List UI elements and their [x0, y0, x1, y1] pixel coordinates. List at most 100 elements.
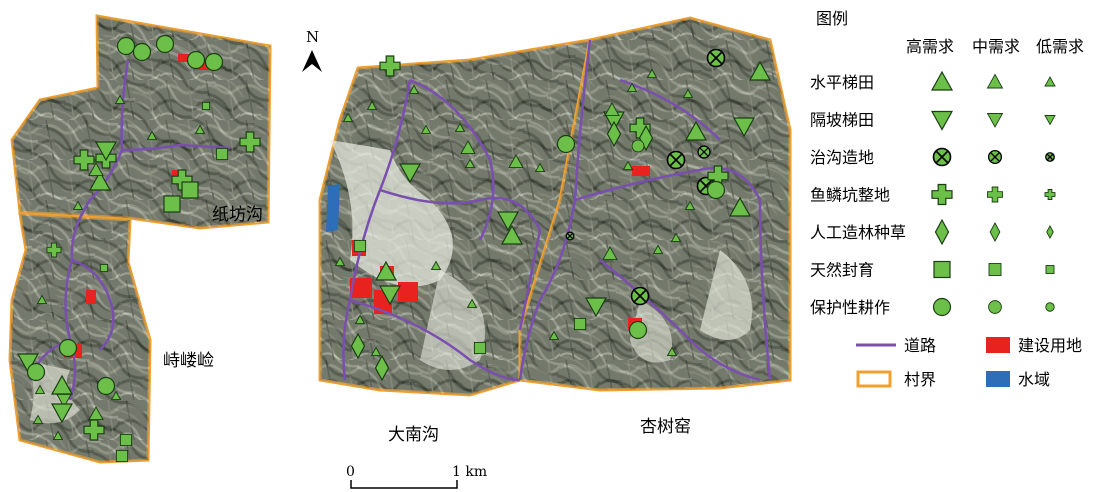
circle-icon	[932, 297, 952, 317]
triangle-down-icon	[584, 297, 608, 318]
triangle-up-icon	[420, 124, 432, 135]
circle-icon	[556, 134, 576, 154]
scale-bar: 0 1 km	[346, 464, 487, 489]
circle-icon	[26, 362, 46, 382]
legend-row: 水平梯田	[810, 70, 1056, 92]
triangle-up-icon	[602, 246, 618, 261]
triangle-up-icon	[408, 84, 420, 95]
circle-icon	[58, 338, 78, 358]
triangle-up-icon	[666, 346, 678, 357]
square-icon	[163, 195, 181, 213]
triangle-up-icon	[342, 112, 354, 123]
triangle-down-icon	[732, 117, 756, 138]
legend-row-label: 天然封育	[810, 261, 874, 280]
north-arrow-icon	[302, 50, 322, 72]
legend-construction: 建设用地	[986, 336, 1082, 355]
diamond-icon	[1046, 225, 1054, 239]
triangle-down-icon	[496, 211, 520, 232]
diamond-icon	[989, 222, 1001, 242]
triangle-up-icon	[466, 298, 478, 309]
diamond-icon	[606, 120, 622, 148]
triangle-up-icon	[110, 390, 122, 401]
triangle-up-icon	[366, 100, 378, 111]
legend-construction-label: 建设用地	[1018, 336, 1082, 355]
triangle-up-icon	[194, 124, 206, 135]
legend-row-label: 保护性耕作	[810, 298, 890, 317]
legend-row-label: 水平梯田	[810, 73, 874, 92]
circle-icon	[706, 180, 726, 200]
legend-row: 隔坡梯田	[810, 110, 1056, 131]
map-region-shilouxian	[8, 212, 152, 464]
scale-zero-label: 0	[346, 464, 355, 480]
legend-water-label: 水域	[1018, 370, 1050, 389]
legend-row-label: 隔坡梯田	[810, 111, 874, 130]
circle-icon	[155, 34, 175, 54]
triangle-up-icon	[646, 68, 658, 79]
circle-x-icon	[565, 231, 575, 241]
legend-column-low: 低需求	[1036, 37, 1084, 56]
cross-icon	[931, 183, 953, 206]
triangle-up-icon	[36, 294, 48, 305]
square-icon	[353, 239, 367, 253]
region-label-xingshuyao: 杏树窑	[640, 417, 691, 437]
triangle-down-icon	[930, 110, 954, 131]
cross-icon	[239, 131, 261, 153]
triangle-down-icon	[378, 285, 402, 306]
legend-row: 治沟造地	[810, 147, 1055, 167]
circle-icon	[204, 52, 224, 72]
triangle-up-icon	[652, 244, 664, 255]
circle-icon	[1045, 302, 1055, 312]
circle-x-icon	[697, 145, 711, 159]
triangle-up-icon	[370, 346, 382, 357]
square-icon	[215, 147, 229, 161]
legend-water: 水域	[986, 370, 1050, 389]
triangle-up-icon	[728, 196, 752, 217]
legend-row-label: 人工造林种草	[810, 223, 906, 242]
triangle-up-icon	[114, 94, 126, 105]
legend-row-label: 鱼鳞坑整地	[810, 186, 890, 205]
triangle-up-icon	[146, 130, 158, 141]
map-symbols	[16, 34, 772, 463]
cross-icon	[379, 55, 401, 77]
triangle-up-icon	[548, 330, 560, 341]
triangle-down-icon	[94, 141, 118, 162]
triangle-up-icon	[460, 140, 476, 155]
cross-icon	[1044, 189, 1056, 200]
circle-x-icon	[666, 150, 686, 170]
region-label-zhifanggou: 纸坊沟	[212, 205, 263, 225]
triangle-up-icon	[684, 200, 696, 211]
triangle-up-icon	[930, 70, 954, 91]
triangle-up-icon	[464, 158, 476, 169]
triangle-up-icon	[88, 162, 104, 177]
triangle-down-icon	[1044, 115, 1056, 126]
square-icon	[119, 433, 133, 447]
triangle-up-icon	[52, 430, 64, 441]
triangle-up-icon	[622, 160, 634, 171]
cross-icon	[83, 419, 105, 441]
map-region-xingshuyao	[518, 16, 792, 392]
triangle-up-icon	[604, 102, 620, 117]
square-icon	[99, 263, 109, 273]
circle-icon	[631, 139, 645, 153]
triangle-up-icon	[684, 120, 708, 141]
triangle-up-icon	[670, 232, 682, 243]
diamond-icon	[350, 332, 366, 360]
triangle-up-icon	[374, 260, 398, 281]
square-icon	[473, 341, 487, 355]
diamond-icon	[374, 354, 390, 382]
circle-icon	[988, 300, 1002, 314]
triangle-down-icon	[16, 353, 40, 374]
circle-icon	[628, 320, 648, 340]
circle-x-icon	[932, 147, 952, 167]
legend-boundary: 村界	[856, 370, 936, 389]
triangle-up-icon	[334, 256, 346, 267]
circle-icon	[116, 36, 136, 56]
triangle-down-icon	[50, 403, 74, 424]
legend-row: 天然封育	[810, 261, 1055, 280]
square-icon	[573, 317, 587, 331]
legend-row: 人工造林种草	[810, 218, 1054, 246]
scale-end-label: 1 km	[452, 464, 487, 480]
circle-x-icon	[987, 149, 1003, 165]
